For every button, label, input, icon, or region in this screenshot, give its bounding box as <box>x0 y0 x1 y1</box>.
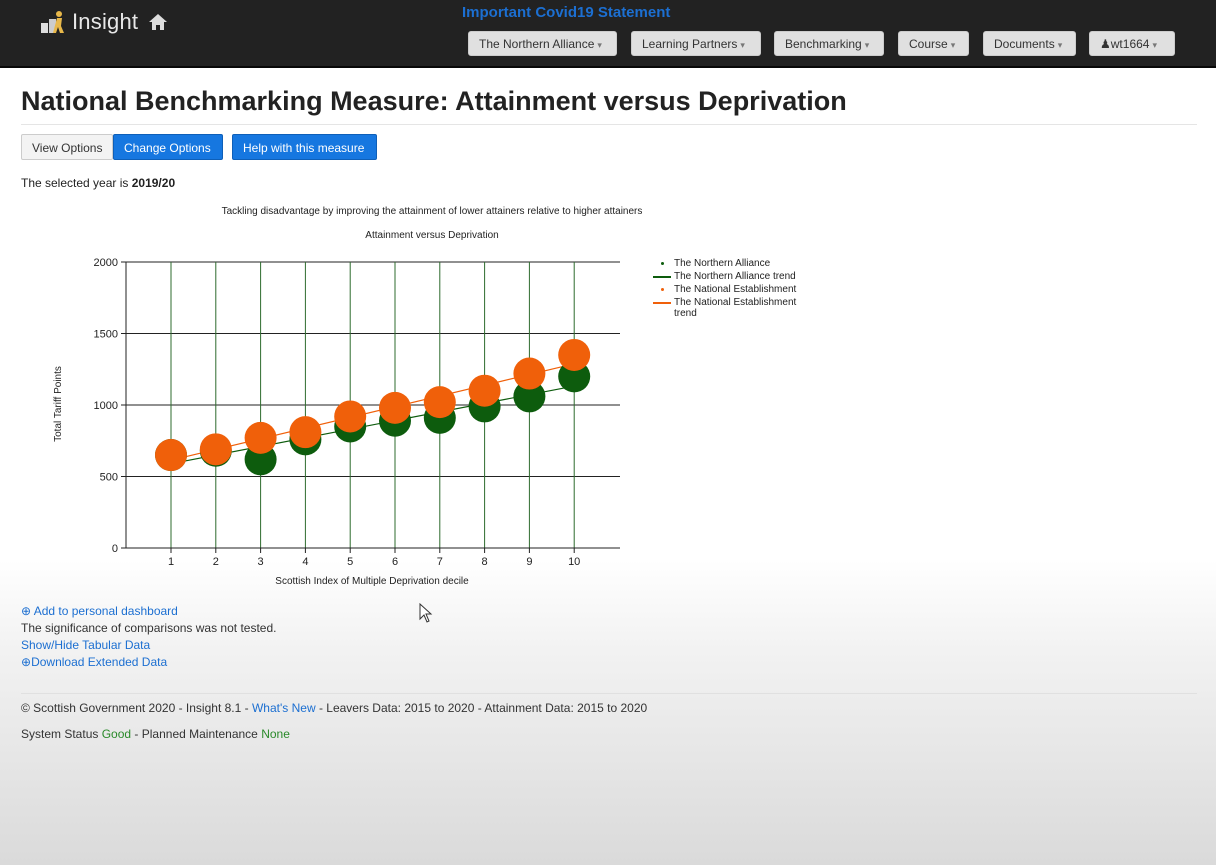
footer-info: © Scottish Government 2020 - Insight 8.1… <box>21 701 647 715</box>
menu-label: Learning Partners <box>642 37 738 51</box>
page-title: National Benchmarking Measure: Attainmen… <box>21 86 847 116</box>
covid-statement-link[interactable]: Important Covid19 Statement <box>462 4 671 21</box>
y-tick-label: 2000 <box>94 257 118 269</box>
caret-down-icon: ▾ <box>950 40 956 50</box>
x-tick-label: 5 <box>347 556 353 568</box>
menu-label: Benchmarking <box>785 37 862 51</box>
data-point-national-establishment <box>468 374 501 407</box>
data-point-national-establishment <box>513 357 546 390</box>
attainment-deprivation-chart: Tackling disadvantage by improving the a… <box>53 206 643 587</box>
y-axis-label: Total Tariff Points <box>53 366 64 442</box>
action-links: ⊕ Add to personal dashboard The signific… <box>21 603 276 671</box>
legend-line-icon <box>652 271 674 282</box>
trend-line-national-establishment <box>170 363 575 461</box>
y-tick-label: 500 <box>100 472 118 484</box>
x-tick-label: 6 <box>392 556 398 568</box>
menu-user-account[interactable]: ♟wt1664 ▾ <box>1089 31 1175 56</box>
legend-item: The National Establishment trend <box>652 297 822 319</box>
legend-label: The National Establishment trend <box>674 297 797 319</box>
footer-divider <box>21 693 1197 694</box>
view-options-button[interactable]: View Options <box>21 134 113 160</box>
data-point-northern-alliance <box>513 380 546 413</box>
selected-year-text: The selected year is 2019/20 <box>21 176 175 190</box>
data-point-national-establishment <box>244 421 277 454</box>
change-options-button[interactable]: Change Options <box>113 134 223 160</box>
data-point-national-establishment <box>423 386 456 419</box>
x-tick-label: 9 <box>526 556 532 568</box>
x-tick-label: 3 <box>258 556 264 568</box>
show-hide-tabular-link[interactable]: Show/Hide Tabular Data <box>21 638 151 652</box>
data-point-national-establishment <box>155 439 187 472</box>
download-extended-link[interactable]: ⊕Download Extended Data <box>21 654 276 671</box>
legend-item: The Northern Alliance trend <box>652 271 822 284</box>
menu-documents[interactable]: Documents ▾ <box>983 31 1076 56</box>
data-point-national-establishment <box>558 338 591 371</box>
x-axis-label: Scottish Index of Multiple Deprivation d… <box>275 576 469 587</box>
mouse-cursor-icon <box>419 603 433 623</box>
user-name: wt1664 <box>1110 37 1150 51</box>
legend-label: The Northern Alliance <box>674 258 771 269</box>
y-tick-label: 0 <box>112 543 118 555</box>
legend-item: The Northern Alliance <box>652 258 822 271</box>
caret-down-icon: ▾ <box>864 40 870 50</box>
data-point-national-establishment <box>199 433 232 466</box>
data-info-text: - Leavers Data: 2015 to 2020 - Attainmen… <box>318 701 648 715</box>
brand-name: Insight <box>72 9 139 34</box>
caret-down-icon: ▾ <box>1057 40 1063 50</box>
chart-subtitle: Attainment versus Deprivation <box>365 230 498 241</box>
legend-line-icon <box>652 297 674 308</box>
brand[interactable]: Insight <box>40 8 168 36</box>
x-tick-label: 7 <box>437 556 443 568</box>
data-point-national-establishment <box>334 400 367 433</box>
chart-title: Tackling disadvantage by improving the a… <box>222 206 643 217</box>
user-icon: ♟ <box>1100 37 1111 51</box>
menu-northern-alliance[interactable]: The Northern Alliance ▾ <box>468 31 617 56</box>
data-point-national-establishment <box>379 391 411 424</box>
status-label: System Status <box>21 727 99 741</box>
caret-down-icon: ▾ <box>1152 40 1157 50</box>
menu-label: Course <box>909 37 948 51</box>
add-dashboard-link[interactable]: ⊕ Add to personal dashboard <box>21 603 276 620</box>
legend-label: The Northern Alliance trend <box>674 271 796 282</box>
legend-item: The National Establishment <box>652 284 822 297</box>
trend-line-northern-alliance <box>170 385 575 465</box>
y-tick-label: 1500 <box>94 329 118 341</box>
top-navbar: Insight Important Covid19 Statement The … <box>0 0 1216 68</box>
legend-dot-icon <box>652 284 674 295</box>
significance-note: The significance of comparisons was not … <box>21 621 277 635</box>
menu-course[interactable]: Course ▾ <box>898 31 969 56</box>
legend-label: The National Establishment <box>674 284 797 295</box>
home-icon[interactable] <box>148 13 168 31</box>
download-circle-icon: ⊕ <box>21 655 32 669</box>
x-tick-label: 4 <box>302 556 308 568</box>
whats-new-link[interactable]: What's New <box>251 701 316 715</box>
x-tick-label: 10 <box>568 556 580 568</box>
maintenance-label: - Planned Maintenance <box>134 727 258 741</box>
x-tick-label: 8 <box>482 556 488 568</box>
help-measure-button[interactable]: Help with this measure <box>232 134 377 160</box>
chart-legend: The Northern Alliance The Northern Allian… <box>652 258 822 319</box>
y-tick-label: 1000 <box>94 400 118 412</box>
plus-circle-icon: ⊕ <box>21 604 32 618</box>
maintenance-value: None <box>261 727 290 741</box>
status-value: Good <box>101 727 132 741</box>
caret-down-icon: ▾ <box>740 40 745 50</box>
menu-benchmarking[interactable]: Benchmarking ▾ <box>774 31 884 56</box>
insight-logo-icon <box>41 11 64 33</box>
selected-year-label: The selected year is <box>21 176 129 190</box>
menu-label: Documents <box>994 37 1055 51</box>
selected-year-value: 2019/20 <box>131 176 176 190</box>
caret-down-icon: ▾ <box>597 40 602 50</box>
menu-label: The Northern Alliance <box>479 37 595 51</box>
download-label: Download Extended Data <box>31 655 168 669</box>
legend-dot-icon <box>652 258 674 269</box>
copyright-text: © Scottish Government 2020 - Insight 8.1… <box>21 701 249 715</box>
x-tick-label: 2 <box>213 556 219 568</box>
data-point-national-establishment <box>289 416 322 449</box>
menu-learning-partners[interactable]: Learning Partners ▾ <box>631 31 761 56</box>
title-divider <box>21 124 1197 125</box>
add-dashboard-label: Add to personal dashboard <box>33 604 178 618</box>
system-status: System Status Good - Planned Maintenance… <box>21 727 290 741</box>
x-tick-label: 1 <box>168 556 174 568</box>
